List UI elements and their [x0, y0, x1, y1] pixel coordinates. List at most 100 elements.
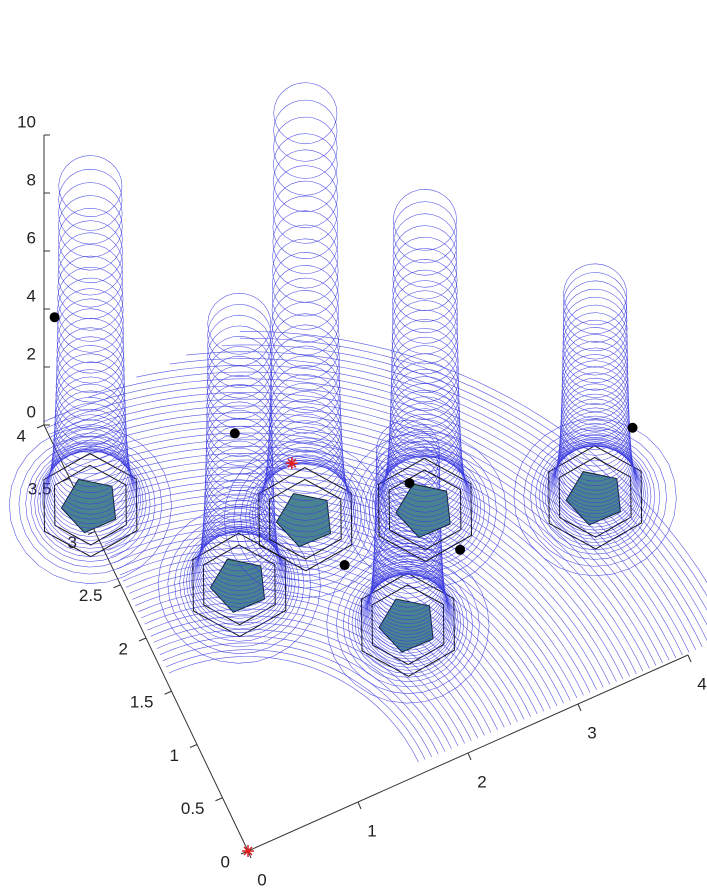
contour-line: [264, 442, 346, 521]
contour-line: [272, 252, 339, 317]
contour-line: [549, 445, 641, 534]
contour-line: [271, 290, 340, 356]
contour-line: [205, 409, 273, 475]
contour-line: [392, 269, 458, 334]
contour-line: [206, 374, 273, 439]
contour-line: [113, 534, 538, 715]
x-tick: [467, 752, 472, 761]
peak: [343, 189, 507, 589]
contour-line: [369, 563, 447, 639]
contour-line: [57, 277, 124, 342]
obstacle-boundary: [558, 456, 632, 538]
goal-marker: [285, 457, 298, 470]
contour-line: [556, 432, 634, 507]
contour-line: [388, 408, 462, 479]
contour-line: [384, 443, 466, 523]
contour-line: [343, 431, 507, 589]
contour-line: [387, 419, 463, 491]
contour-line: [51, 424, 129, 499]
contour-line: [273, 133, 338, 196]
contour-line: [156, 629, 446, 752]
contour-line: [261, 457, 350, 543]
contour-line: [198, 521, 280, 600]
contour-line: [383, 446, 467, 527]
contour-line: [560, 383, 630, 450]
contour-line: [186, 351, 707, 626]
contour-line: [272, 238, 339, 303]
contour-line: [268, 399, 343, 471]
contour-line: [57, 244, 124, 308]
obstacle-boundary: [548, 445, 643, 550]
contour-line: [272, 195, 339, 259]
contour-line: [562, 296, 628, 360]
contour-line: [101, 507, 564, 704]
contour-line: [196, 528, 283, 612]
peak: [157, 292, 321, 664]
contour-line: [556, 434, 635, 511]
contour-line: [8, 426, 172, 584]
contour-line: [52, 419, 129, 494]
contour-line: [562, 312, 628, 376]
contour-line: [193, 530, 285, 619]
contour-line: [557, 429, 634, 504]
contour-line: [122, 554, 518, 723]
contour-line: [269, 382, 342, 453]
contour-line: [207, 335, 272, 399]
contour-line: [54, 390, 127, 461]
contour-line: [57, 255, 124, 320]
contour-line: [186, 530, 293, 634]
contour-line: [116, 540, 531, 717]
contour-line: [560, 393, 631, 462]
contour-line: [371, 549, 445, 621]
contour-line: [165, 649, 426, 760]
contour-line: [207, 325, 272, 388]
contour-line: [195, 529, 284, 616]
x-tick-label: 1: [367, 821, 376, 840]
contour-line: [563, 280, 628, 343]
contour-line: [363, 573, 453, 660]
peak: [326, 419, 490, 704]
contour-line: [269, 374, 342, 444]
contour-line: [58, 182, 123, 245]
contour-line: [562, 334, 629, 398]
contour-line: [271, 265, 339, 330]
contour-line: [256, 462, 354, 557]
contour-line: [373, 531, 443, 599]
contour-line: [205, 433, 274, 500]
z-tick-label: 4: [27, 286, 36, 305]
contour-line: [132, 574, 498, 731]
contour-line: [239, 337, 707, 597]
contour-line: [273, 99, 338, 162]
contour-line: [553, 441, 637, 521]
y-tick-label: 1.5: [130, 693, 154, 712]
y-tick-label: 1: [170, 746, 179, 765]
contour-line: [559, 411, 632, 482]
obstacle: [60, 478, 117, 534]
contour-line: [206, 365, 272, 429]
obstacle-boundary: [192, 532, 287, 637]
contour-line: [381, 451, 468, 535]
contour-line: [54, 376, 126, 446]
contour-line: [560, 388, 630, 456]
contour-line: [52, 414, 128, 488]
contour-line: [49, 439, 132, 520]
contour-line: [390, 368, 460, 436]
contour-line: [49, 392, 677, 658]
contour-line: [391, 300, 459, 365]
contour-line: [56, 318, 125, 384]
contour-line: [552, 444, 639, 528]
contour-line: [162, 642, 432, 758]
contour-line: [41, 450, 139, 545]
contour-line: [204, 454, 274, 522]
path-point: [404, 478, 415, 489]
contour-line: [558, 415, 632, 487]
contour-line: [360, 446, 490, 573]
contour-line: [55, 345, 125, 412]
path-point: [455, 544, 466, 555]
contour-line: [554, 439, 636, 518]
x-tick-label: 3: [587, 723, 596, 742]
contour-line: [268, 391, 342, 462]
contour-line: [560, 377, 630, 445]
contour-line: [269, 365, 341, 434]
